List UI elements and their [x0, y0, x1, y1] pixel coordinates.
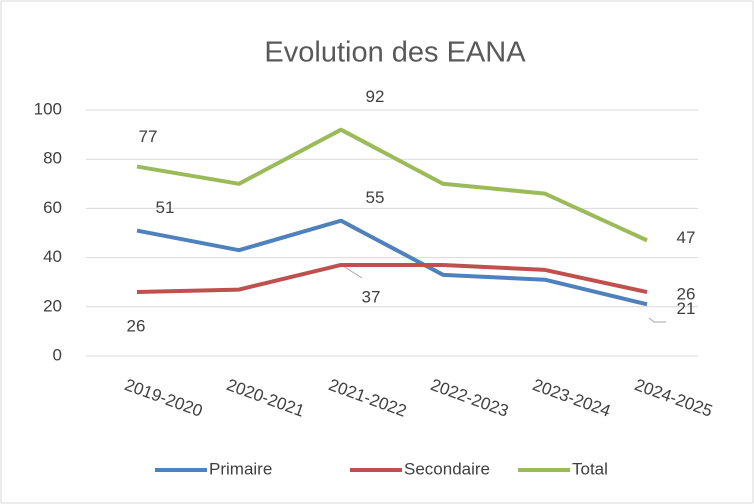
- data-label: 37: [362, 287, 381, 306]
- legend-label: Secondaire: [404, 459, 490, 478]
- legend-label: Total: [572, 459, 608, 478]
- data-label: 21: [677, 299, 696, 318]
- chart-title: Evolution des EANA: [264, 37, 526, 69]
- data-label: 47: [677, 228, 696, 247]
- data-label: 55: [366, 188, 385, 207]
- data-label: 26: [127, 317, 146, 336]
- line-series: [136, 127, 648, 243]
- y-tick-label: 20: [43, 296, 62, 315]
- leader-line: [648, 317, 666, 323]
- data-label: 77: [139, 127, 158, 146]
- y-tick-label: 100: [34, 99, 62, 118]
- legend-label: Primaire: [209, 459, 272, 478]
- y-tick-label: 80: [43, 149, 62, 168]
- line-series: [136, 262, 648, 295]
- data-label: 26: [677, 285, 696, 304]
- leader-line: [342, 265, 363, 279]
- y-tick-label: 0: [53, 345, 62, 364]
- y-tick-label: 40: [43, 247, 62, 266]
- line-series: [136, 218, 648, 307]
- y-tick-label: 60: [43, 198, 62, 217]
- data-label: 51: [156, 198, 175, 217]
- data-label: 92: [366, 87, 385, 106]
